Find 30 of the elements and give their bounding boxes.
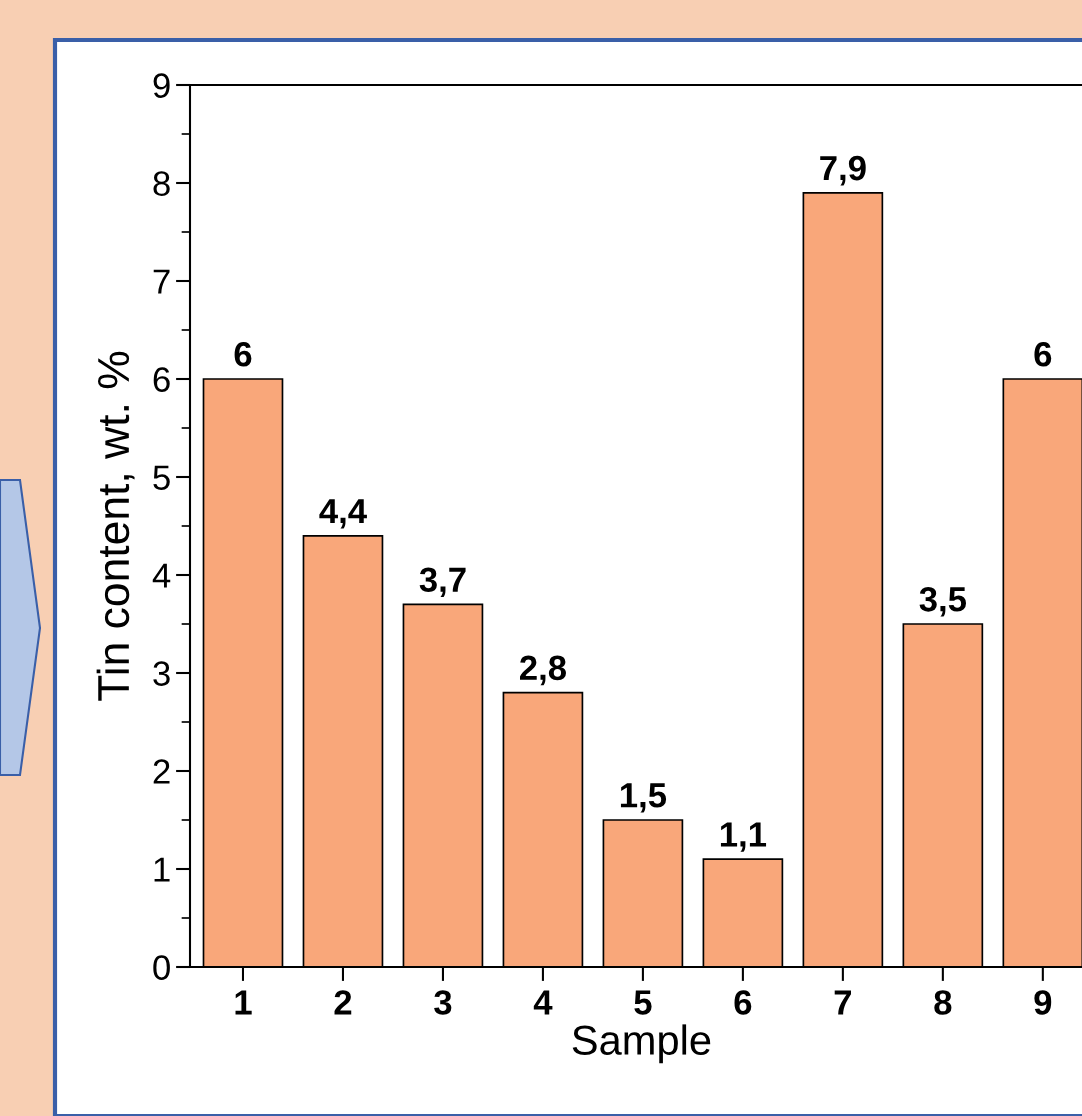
x-tick-label: 5 [634, 990, 652, 1015]
y-tick-label: 9 [153, 73, 170, 98]
x-tick-label: 3 [434, 990, 452, 1015]
y-tick-label: 6 [153, 367, 170, 392]
data-label: 6 [234, 341, 252, 367]
data-label: 3,7 [419, 567, 466, 598]
data-label: 6 [1034, 341, 1052, 367]
data-label: 4,4 [319, 499, 367, 529]
x-tick-label: 4 [533, 990, 553, 1015]
y-tick-label: 3 [153, 661, 170, 686]
y-tick-label: 8 [153, 171, 170, 196]
y-tick-label: 0 [153, 955, 170, 980]
y-tick-label: 2 [153, 759, 170, 784]
x-tick-label: 2 [334, 990, 352, 1015]
y-axis-title: Tin content, wt. % [96, 351, 135, 701]
data-label: 3,5 [919, 586, 967, 617]
y-tick-label: 1 [154, 857, 170, 882]
x-tick-label: 1 [235, 990, 252, 1015]
data-label: 1,1 [720, 822, 767, 852]
x-tick-label: 9 [1034, 990, 1052, 1015]
x-tick-label: 6 [734, 990, 752, 1015]
data-label: 2,8 [520, 655, 566, 686]
data-label: 1,5 [620, 783, 667, 813]
data-label: 7,9 [820, 155, 866, 186]
x-axis-title: Sample [572, 1024, 711, 1064]
y-tick-label: 4 [152, 563, 171, 588]
x-tick-label: 8 [934, 990, 952, 1015]
x-tick-label: 7 [834, 990, 851, 1015]
y-tick-label: 7 [153, 269, 170, 294]
y-tick-label: 5 [153, 465, 170, 490]
